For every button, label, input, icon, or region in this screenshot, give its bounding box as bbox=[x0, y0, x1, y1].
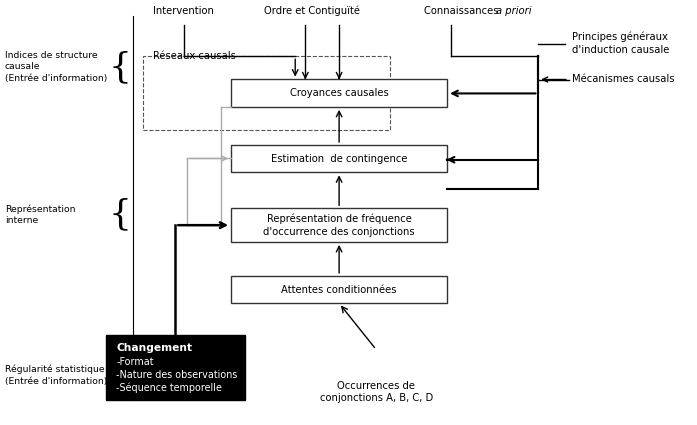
Bar bbox=[231, 208, 447, 242]
Text: a priori: a priori bbox=[496, 6, 531, 16]
Text: Principes généraux
d'induction causale: Principes généraux d'induction causale bbox=[572, 32, 670, 55]
Text: {: { bbox=[108, 198, 131, 232]
Bar bbox=[231, 79, 447, 107]
Text: Occurrences de
conjonctions A, B, C, D: Occurrences de conjonctions A, B, C, D bbox=[320, 380, 433, 403]
Text: Réseaux causals: Réseaux causals bbox=[153, 51, 236, 61]
Text: Indices de structure
causale
(Entrée d'information): Indices de structure causale (Entrée d'i… bbox=[5, 51, 107, 83]
Bar bbox=[231, 145, 447, 173]
Text: Mécanismes causals: Mécanismes causals bbox=[572, 74, 675, 85]
Text: {: { bbox=[115, 357, 131, 380]
Text: Croyances causales: Croyances causales bbox=[290, 88, 388, 98]
Text: Ordre et Contiguïté: Ordre et Contiguïté bbox=[264, 6, 360, 16]
Text: Intervention: Intervention bbox=[153, 6, 214, 16]
Bar bbox=[106, 335, 245, 400]
Bar bbox=[143, 56, 390, 130]
Text: Changement: Changement bbox=[116, 343, 192, 353]
Text: Connaissances: Connaissances bbox=[424, 6, 501, 16]
Text: {: { bbox=[108, 50, 131, 84]
Text: Attentes conditionnées: Attentes conditionnées bbox=[282, 285, 397, 295]
Text: Régularité statistique
(Entrée d'information): Régularité statistique (Entrée d'informa… bbox=[5, 365, 107, 385]
Text: Estimation  de contingence: Estimation de contingence bbox=[271, 154, 407, 164]
Text: Représentation de fréquence
d'occurrence des conjonctions: Représentation de fréquence d'occurrence… bbox=[263, 214, 415, 237]
Text: Représentation
interne: Représentation interne bbox=[5, 204, 75, 225]
Bar bbox=[231, 276, 447, 303]
Text: -Format
-Nature des observations
-Séquence temporelle: -Format -Nature des observations -Séquen… bbox=[116, 357, 238, 393]
